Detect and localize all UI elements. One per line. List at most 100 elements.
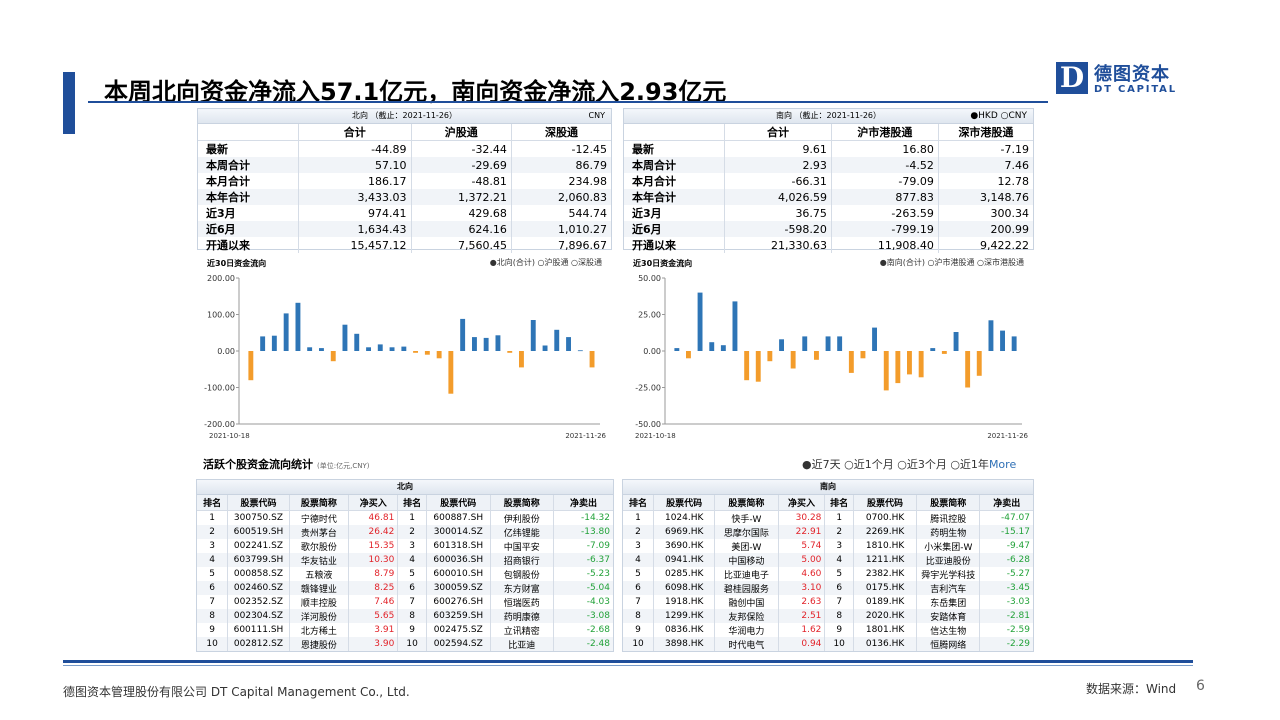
table-row[interactable]: 7 002352.SZ 顺丰控股 7.46 7 600276.SH 恒瑞医药 -4.03 [197,595,613,609]
flow-bar[interactable] [413,351,418,353]
flow-bar[interactable] [907,351,912,375]
summary-cell: 9,422.22 [937,237,1033,253]
table-row[interactable]: 3 3690.HK 美团-W 5.74 3 1810.HK 小米集团-W -9.47 [623,539,1033,553]
period-1m-radio[interactable]: ○近1个月 [844,458,894,471]
flow-bar[interactable] [686,351,691,359]
flow-bar[interactable] [319,348,324,351]
flow-bar[interactable] [307,347,313,351]
flow-bar[interactable] [744,351,750,381]
flow-bar[interactable] [448,351,454,394]
flow-bar[interactable] [953,332,959,351]
flow-bar[interactable] [389,347,395,351]
flow-bar[interactable] [295,302,301,351]
flow-bar[interactable] [732,301,738,351]
south-chart-legend[interactable]: ●南向(合计) ○沪市港股通 ○深市港股通 [879,258,1024,267]
flow-bar[interactable] [988,320,994,351]
table-row[interactable]: 8 1299.HK 友邦保险 2.51 8 2020.HK 安踏体育 -2.81 [623,609,1033,623]
flow-bar[interactable] [260,336,266,351]
table-cell: 10 [824,637,854,651]
flow-bar[interactable] [779,339,784,351]
flow-bar[interactable] [790,351,796,369]
flow-bar[interactable] [283,313,289,351]
flow-bar[interactable] [720,345,726,351]
flow-bar[interactable] [837,336,843,351]
flow-bar[interactable] [872,327,877,351]
table-row[interactable]: 9 0836.HK 华润电力 1.62 9 1801.HK 信达生物 -2.59 [623,623,1033,637]
flow-bar[interactable] [802,336,808,351]
flow-bar[interactable] [1000,330,1005,351]
flow-bar[interactable] [519,351,524,368]
flow-bar[interactable] [366,347,371,351]
summary-row: 最新 9.61 16.80 -7.19 [624,140,1033,157]
flow-bar[interactable] [377,344,383,351]
flow-bar[interactable] [577,350,583,352]
table-row[interactable]: 7 1918.HK 融创中国 2.63 7 0189.HK 东岳集团 -3.03 [623,595,1033,609]
more-link[interactable]: More [988,458,1017,471]
table-row[interactable]: 4 603799.SH 华友钴业 10.30 4 600036.SH 招商银行 -6.37 [197,553,613,567]
table-row[interactable]: 1 1024.HK 快手-W 30.28 1 0700.HK 腾讯控股 -47.07 [623,510,1033,525]
flow-bar[interactable] [354,333,360,351]
table-cell: -6.28 [979,553,1033,567]
flow-bar[interactable] [460,318,466,351]
table-row[interactable]: 5 000858.SZ 五粮液 8.79 5 600010.SH 包钢股份 -5.23 [197,567,613,581]
flow-bar[interactable] [930,348,936,351]
flow-bar[interactable] [566,337,571,351]
north-rank-table: 排名 股票代码 股票简称 净买入 排名 股票代码 股票简称 净卖出 1 300750.SZ 宁德时… [197,495,613,651]
table-cell: 3 [397,539,427,553]
flow-bar[interactable] [965,351,971,388]
flow-bar[interactable] [697,292,703,351]
flow-bar[interactable] [825,336,831,351]
table-row[interactable]: 5 0285.HK 比亚迪电子 4.60 5 2382.HK 舜宇光学科技 -5.27 [623,567,1033,581]
table-cell: 友邦保险 [714,609,778,623]
flow-bar[interactable] [271,335,277,351]
flow-bar[interactable] [883,351,889,391]
table-row[interactable]: 2 600519.SH 贵州茅台 26.42 2 300014.SZ 亿纬锂能 -13.80 [197,525,613,539]
flow-bar[interactable] [342,324,348,351]
flow-bar[interactable] [530,320,536,351]
flow-bar[interactable] [483,337,489,351]
flow-bar[interactable] [848,351,854,373]
period-7d-radio[interactable]: ●近7天 [802,458,841,471]
north-chart-legend[interactable]: ●北向(合计) ○沪股通 ○深股通 [489,258,602,267]
flow-bar[interactable] [674,348,680,351]
table-row[interactable]: 3 002241.SZ 歌尔股份 15.35 3 601318.SH 中国平安 -7.09 [197,539,613,553]
flow-bar[interactable] [248,351,254,381]
table-row[interactable]: 6 6098.HK 碧桂园服务 3.10 6 0175.HK 吉利汽车 -3.45 [623,581,1033,595]
table-row[interactable]: 2 6969.HK 思摩尔国际 22.91 2 2269.HK 药明生物 -15.17 [623,525,1033,539]
period-1y-radio[interactable]: ○近1年 [950,458,989,471]
flow-bar[interactable] [767,351,773,362]
flow-bar[interactable] [401,346,407,351]
table-row[interactable]: 6 002460.SZ 赣锋锂业 8.25 6 300059.SZ 东方财富 -5.04 [197,581,613,595]
flow-bar[interactable] [495,335,501,351]
table-row[interactable]: 8 002304.SZ 洋河股份 5.65 8 603259.SH 药明康德 -3.08 [197,609,613,623]
flow-bar[interactable] [589,351,595,368]
flow-bar[interactable] [424,351,430,355]
flow-bar[interactable] [330,351,336,362]
currency-radio-group[interactable]: ●HKD ○CNY [970,111,1027,121]
table-cell: 2 [824,525,854,539]
flow-bar[interactable] [976,351,982,376]
flow-bar[interactable] [472,337,477,351]
flow-bar[interactable] [709,342,715,351]
flow-bar[interactable] [814,351,819,360]
active-stocks-heading: 活跃个股资金流向统计 [203,458,313,471]
table-row[interactable]: 9 600111.SH 北方稀土 3.91 9 002475.SZ 立讯精密 -2.68 [197,623,613,637]
flow-bar[interactable] [918,351,924,378]
summary-row: 本周合计 2.93 -4.52 7.46 [624,157,1033,173]
flow-bar[interactable] [941,351,947,354]
flow-bar[interactable] [755,351,761,382]
table-row[interactable]: 4 0941.HK 中国移动 5.00 4 1211.HK 比亚迪股份 -6.28 [623,553,1033,567]
table-row[interactable]: 1 300750.SZ 宁德时代 46.81 1 600887.SH 伊利股份 -14.32 [197,510,613,525]
flow-bar[interactable] [860,351,866,359]
flow-bar[interactable] [895,351,901,384]
flow-bar[interactable] [554,329,560,351]
table-cell: 舜宇光学科技 [916,567,980,581]
flow-bar[interactable] [542,345,548,352]
table-row[interactable]: 10 3898.HK 时代电气 0.94 10 0136.HK 恒腾网络 -2.29 [623,637,1033,651]
table-cell: 600887.SH [425,510,490,525]
flow-bar[interactable] [507,351,513,353]
table-row[interactable]: 10 002812.SZ 恩捷股份 3.90 10 002594.SZ 比亚迪 -2.48 [197,637,613,651]
flow-bar[interactable] [436,351,442,359]
period-3m-radio[interactable]: ○近3个月 [897,458,947,471]
flow-bar[interactable] [1011,336,1017,351]
